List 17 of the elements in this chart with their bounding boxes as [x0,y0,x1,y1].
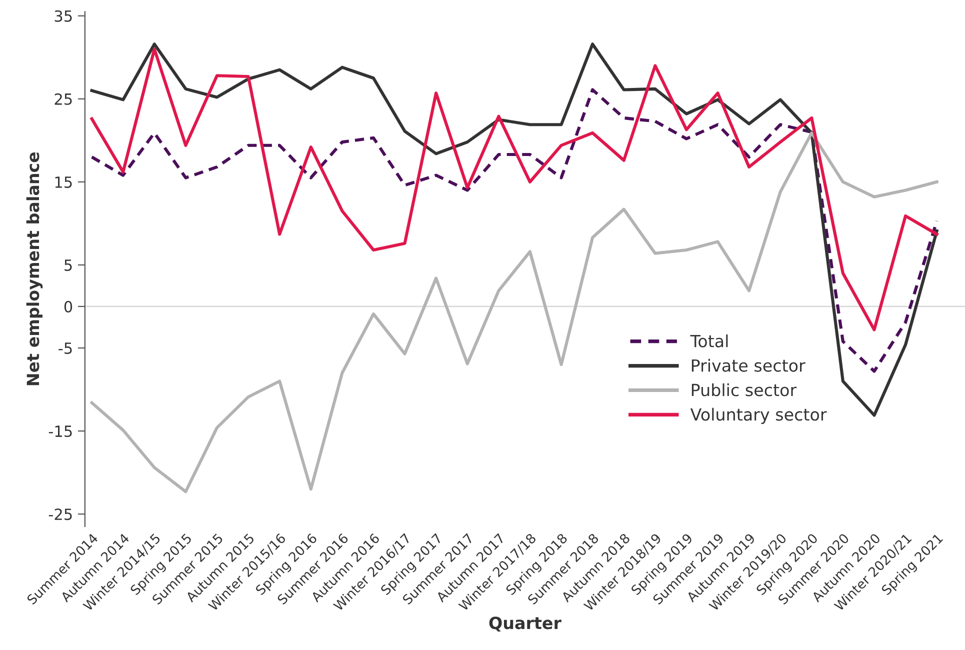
y-axis-title: Net employment balance [26,152,43,386]
y-tick-label: 35 [54,10,72,22]
y-tick-label: 5 [64,260,72,271]
line-series [90,88,938,373]
legend-label: Total [690,334,728,348]
legend-label: Voluntary sector [690,408,827,424]
y-tick-label: 15 [55,176,72,188]
y-tick-label: 0 [64,300,72,312]
legend-label: Private sector [692,358,806,372]
y-tick-label: -5 [58,342,72,354]
y-tick-label: 25 [54,93,72,105]
line-series [90,131,938,494]
y-tick-label: -25 [48,508,72,520]
y-tick-label: -15 [48,426,72,438]
legend-label: Public sector [692,383,797,396]
line-series [90,48,938,332]
x-axis-title: Quarter [489,616,562,632]
